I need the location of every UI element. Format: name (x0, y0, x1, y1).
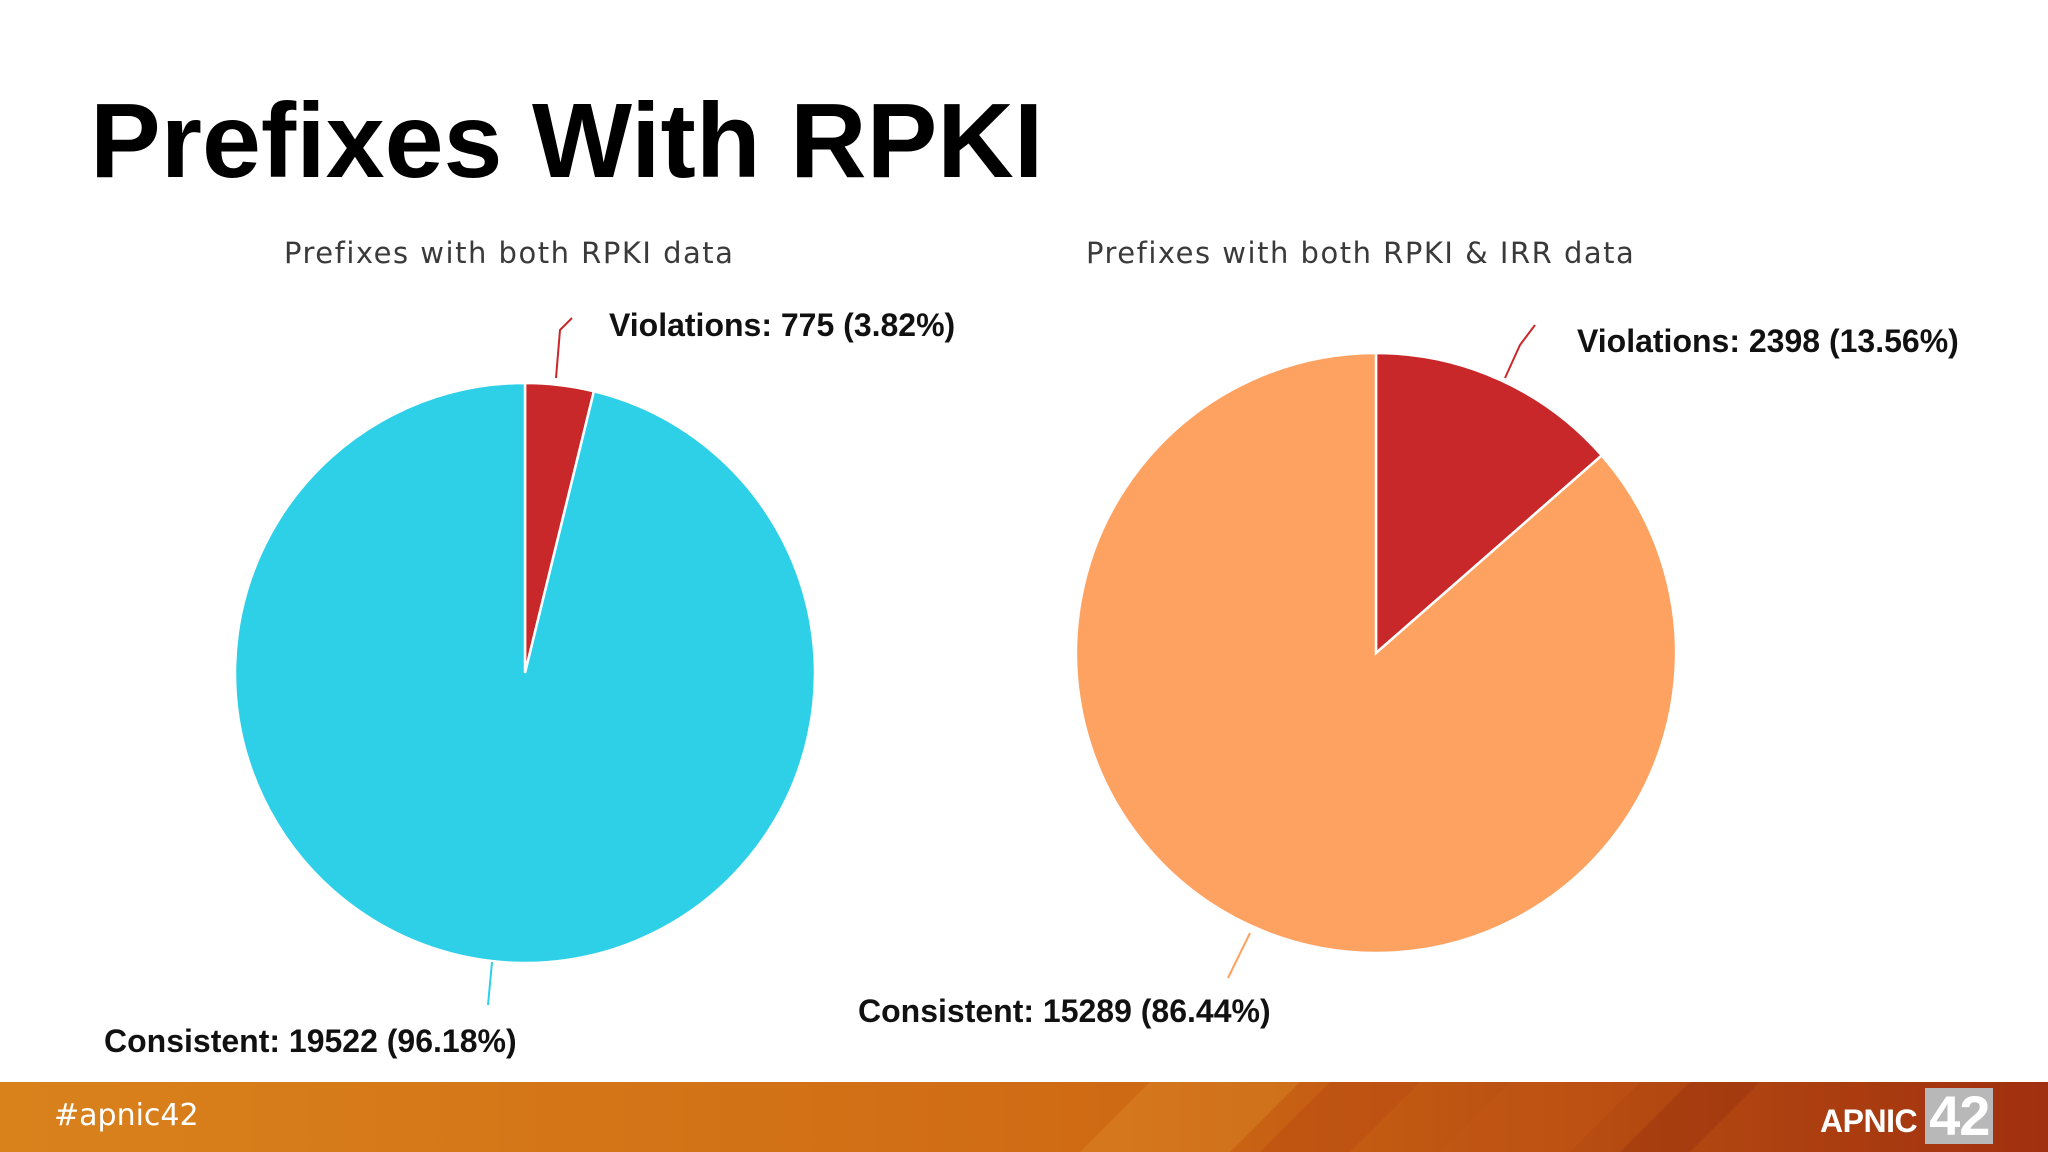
chart-1-label-consistent: Consistent: 19522 (96.18%) (104, 1023, 517, 1059)
footer-background (0, 1082, 2048, 1152)
pie-charts: Violations: 775 (3.82%) Consistent: 19522… (104, 307, 1959, 1059)
chart-2-leader-consistent (1227, 932, 1251, 979)
chart-1-title: Prefixes with both RPKI data (284, 236, 735, 270)
logo-text: APNIC (1820, 1103, 1918, 1139)
slide-title: Prefixes With RPKI (90, 82, 1044, 200)
chart-2-slice-consistent (1074, 351, 1678, 955)
footer-bar (0, 1082, 2048, 1152)
chart-2-label-consistent: Consistent: 15289 (86.44%) (858, 993, 1271, 1029)
apnic-logo: APNIC 42 (1820, 1088, 1994, 1144)
chart-2-leader-violations (1504, 324, 1536, 379)
chart-2-slice-violations (1374, 351, 1604, 656)
chart-1-slice-consistent (233, 381, 817, 965)
chart-1-leader-consistent (487, 961, 493, 1006)
chart-1-leader-violations (555, 317, 573, 379)
event-hashtag: #apnic42 (54, 1098, 199, 1133)
chart-2-label-violations: Violations: 2398 (13.56%) (1577, 323, 1959, 359)
logo-number-badge: 42 (1925, 1088, 1994, 1144)
chart-2-title: Prefixes with both RPKI & IRR data (1086, 236, 1636, 270)
chart-1-label-violations: Violations: 775 (3.82%) (609, 307, 955, 343)
